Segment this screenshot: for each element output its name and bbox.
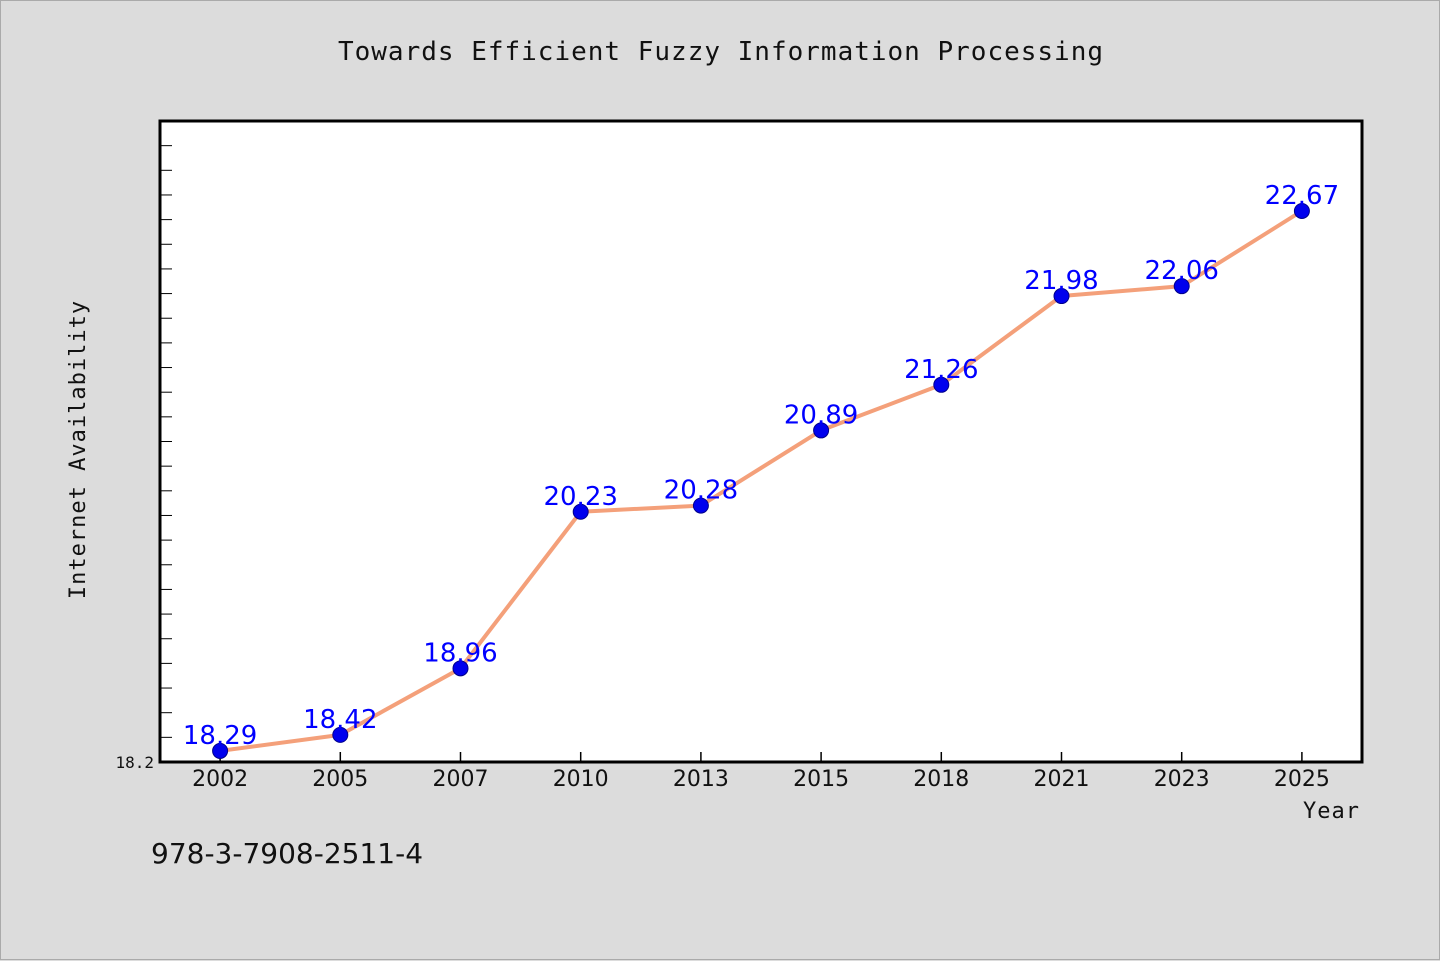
- data-point: [452, 660, 469, 677]
- data-point: [692, 497, 709, 514]
- data-label: 18.29: [183, 721, 257, 751]
- data-label: 18.96: [423, 638, 497, 668]
- x-tick-label: 2023: [1154, 767, 1210, 792]
- data-label: 21.26: [904, 355, 978, 385]
- x-tick-label: 2025: [1274, 767, 1330, 792]
- data-label: 20.89: [784, 400, 858, 430]
- data-point: [933, 376, 950, 393]
- data-point: [1173, 278, 1190, 295]
- x-tick-label: 2018: [913, 767, 969, 792]
- data-label: 20.23: [543, 482, 617, 512]
- plot-area: [158, 119, 1364, 764]
- y-axis-label: Internet Availability: [66, 300, 91, 599]
- data-label: 22.67: [1265, 181, 1339, 211]
- data-label: 18.42: [303, 705, 377, 735]
- x-tick-label: 2007: [433, 767, 489, 792]
- data-point: [572, 503, 589, 520]
- data-point: [1293, 202, 1310, 219]
- x-tick-label: 2013: [673, 767, 729, 792]
- data-label: 22.06: [1144, 256, 1218, 286]
- x-tick-label: 2002: [192, 767, 248, 792]
- x-tick-label: 2005: [312, 767, 368, 792]
- data-point: [212, 742, 229, 759]
- y-tick-label: 18.2: [115, 753, 154, 772]
- data-label: 21.98: [1024, 266, 1098, 296]
- series-line: [219, 209, 1303, 753]
- data-label: 20.28: [664, 476, 738, 506]
- chart-title: Towards Efficient Fuzzy Information Proc…: [337, 37, 1105, 67]
- data-point: [1053, 288, 1070, 305]
- x-axis-label: Year: [1303, 799, 1360, 824]
- data-point: [813, 422, 830, 439]
- data-point: [332, 726, 349, 743]
- x-tick-label: 2015: [793, 767, 849, 792]
- x-tick-label: 2010: [553, 767, 609, 792]
- x-tick-label: 2021: [1034, 767, 1090, 792]
- isbn-footer: 978-3-7908-2511-4: [151, 837, 424, 870]
